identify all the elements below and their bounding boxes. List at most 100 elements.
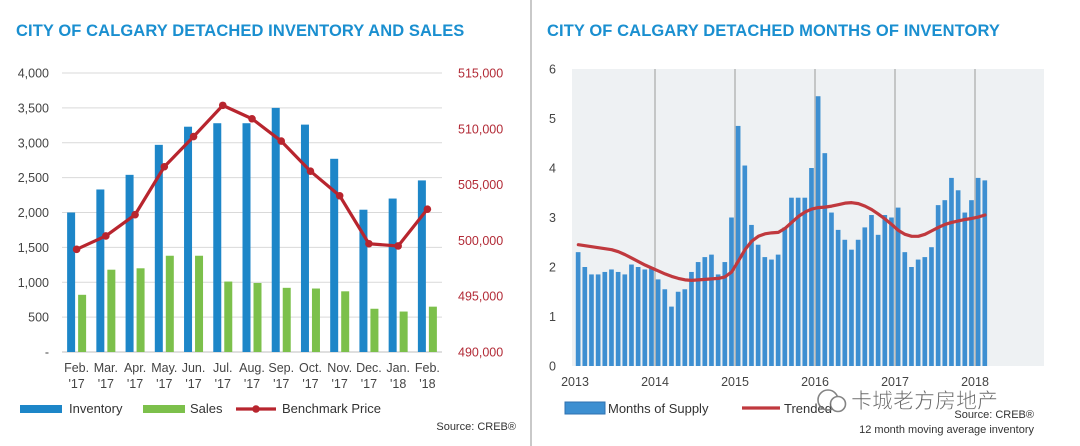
benchmark-price-point: [218, 101, 227, 110]
x-tick-label: Oct.: [299, 361, 322, 375]
inventory-bar: [67, 212, 76, 352]
sales-bar: [399, 311, 408, 352]
legend-supply-label: Months of Supply: [608, 401, 709, 416]
supply-bar: [889, 217, 894, 366]
supply-bar: [809, 168, 814, 366]
sales-bar: [107, 269, 116, 352]
supply-bar: [649, 267, 654, 366]
x-tick-label: Apr.: [124, 361, 146, 375]
sales-bar: [78, 294, 87, 352]
source-note: Source: CREB®: [436, 421, 516, 433]
supply-bar: [935, 205, 941, 366]
x-tick-label: 2015: [721, 375, 749, 389]
supply-bar: [829, 212, 834, 366]
y-tick-label: 4: [549, 162, 556, 176]
supply-bar: [929, 247, 934, 366]
y-left-tick-label: 3,500: [18, 101, 49, 115]
supply-bar: [695, 262, 701, 366]
sales-bar: [311, 288, 320, 352]
supply-bar: [622, 274, 628, 366]
y-tick-label: 2: [549, 261, 556, 275]
x-tick-label: '18: [390, 377, 406, 391]
inventory-bar: [125, 174, 134, 352]
legend-inventory-label: Inventory: [69, 401, 123, 416]
y-right-tick-label: 510,000: [458, 122, 503, 136]
legend-sales-label: Sales: [190, 401, 223, 416]
supply-bar: [855, 239, 861, 366]
supply-bar: [942, 200, 948, 366]
supply-bar: [822, 153, 828, 366]
supply-bar: [595, 274, 601, 366]
sales-bar: [253, 282, 262, 352]
x-tick-label: '17: [127, 377, 143, 391]
x-tick-label: Jun.: [182, 361, 206, 375]
sales-bar: [165, 255, 174, 352]
y-right-tick-label: 490,000: [458, 346, 503, 360]
sales-bar: [428, 306, 437, 352]
supply-bar: [902, 252, 908, 366]
supply-bar: [762, 257, 768, 366]
supply-bar: [815, 96, 821, 366]
inventory-bar: [96, 189, 105, 352]
supply-bar: [909, 267, 914, 366]
sales-bar: [195, 255, 204, 352]
x-tick-label: '17: [156, 377, 172, 391]
supply-bar: [615, 271, 621, 366]
sales-bar: [341, 291, 350, 352]
x-tick-label: 2018: [961, 375, 989, 389]
benchmark-price-point: [423, 205, 432, 213]
y-left-tick-label: 2,000: [18, 206, 49, 220]
x-tick-label: Jul.: [213, 361, 232, 375]
y-tick-label: 5: [549, 112, 556, 126]
supply-bar: [675, 291, 681, 366]
x-tick-label: 2017: [881, 375, 909, 389]
supply-bar: [975, 177, 981, 366]
supply-bar: [782, 227, 788, 366]
watermark: 卡城老方房地产: [817, 389, 998, 413]
x-tick-label: '17: [302, 377, 318, 391]
legend-inventory-swatch: [20, 405, 62, 413]
supply-bar: [629, 264, 634, 366]
y-left-tick-label: 3,000: [18, 136, 49, 150]
watermark-icon: [829, 395, 847, 413]
sales-bar: [136, 268, 145, 352]
supply-bar: [709, 254, 714, 366]
supply-bar: [862, 227, 868, 366]
x-tick-label: '17: [361, 377, 377, 391]
y-left-tick-label: 2,500: [18, 171, 49, 185]
x-tick-label: '17: [332, 377, 348, 391]
y-left-tick-label: 1,500: [18, 241, 49, 255]
x-tick-label: '17: [185, 377, 201, 391]
supply-bar: [722, 262, 728, 366]
supply-bar: [775, 254, 781, 366]
supply-bar: [715, 274, 721, 366]
supply-bar: [749, 224, 754, 366]
x-tick-label: Feb.: [64, 361, 89, 375]
benchmark-price-point: [335, 191, 344, 200]
supply-bar: [922, 257, 928, 366]
y-tick-label: 6: [549, 63, 556, 77]
watermark-text: 卡城老方房地产: [851, 389, 998, 413]
y-right-tick-label: 495,000: [458, 290, 503, 304]
supply-bar: [849, 249, 854, 366]
supply-bar: [835, 229, 841, 366]
x-tick-label: '17: [244, 377, 260, 391]
y-right-tick-label: 515,000: [458, 67, 503, 81]
supply-bar: [882, 215, 888, 366]
inventory-bar: [242, 123, 251, 352]
x-tick-label: Aug.: [239, 361, 265, 375]
supply-bar: [875, 234, 881, 366]
benchmark-price-point: [365, 239, 373, 248]
benchmark-price-point: [131, 210, 139, 219]
y-tick-label: 1: [549, 310, 556, 324]
supply-bar: [602, 271, 608, 366]
months-inventory-panel: CITY OF CALGARY DETACHED MONTHS OF INVEN…: [532, 0, 1080, 446]
legend-trend-label: Trended: [784, 401, 832, 416]
legend-price-marker: [252, 405, 260, 413]
supply-bar: [702, 257, 708, 366]
supply-bar: [789, 197, 794, 366]
x-tick-label: 2014: [641, 375, 669, 389]
supply-bar: [982, 180, 988, 366]
x-tick-label: Mar.: [94, 361, 118, 375]
legend-supply-swatch: [564, 401, 606, 415]
